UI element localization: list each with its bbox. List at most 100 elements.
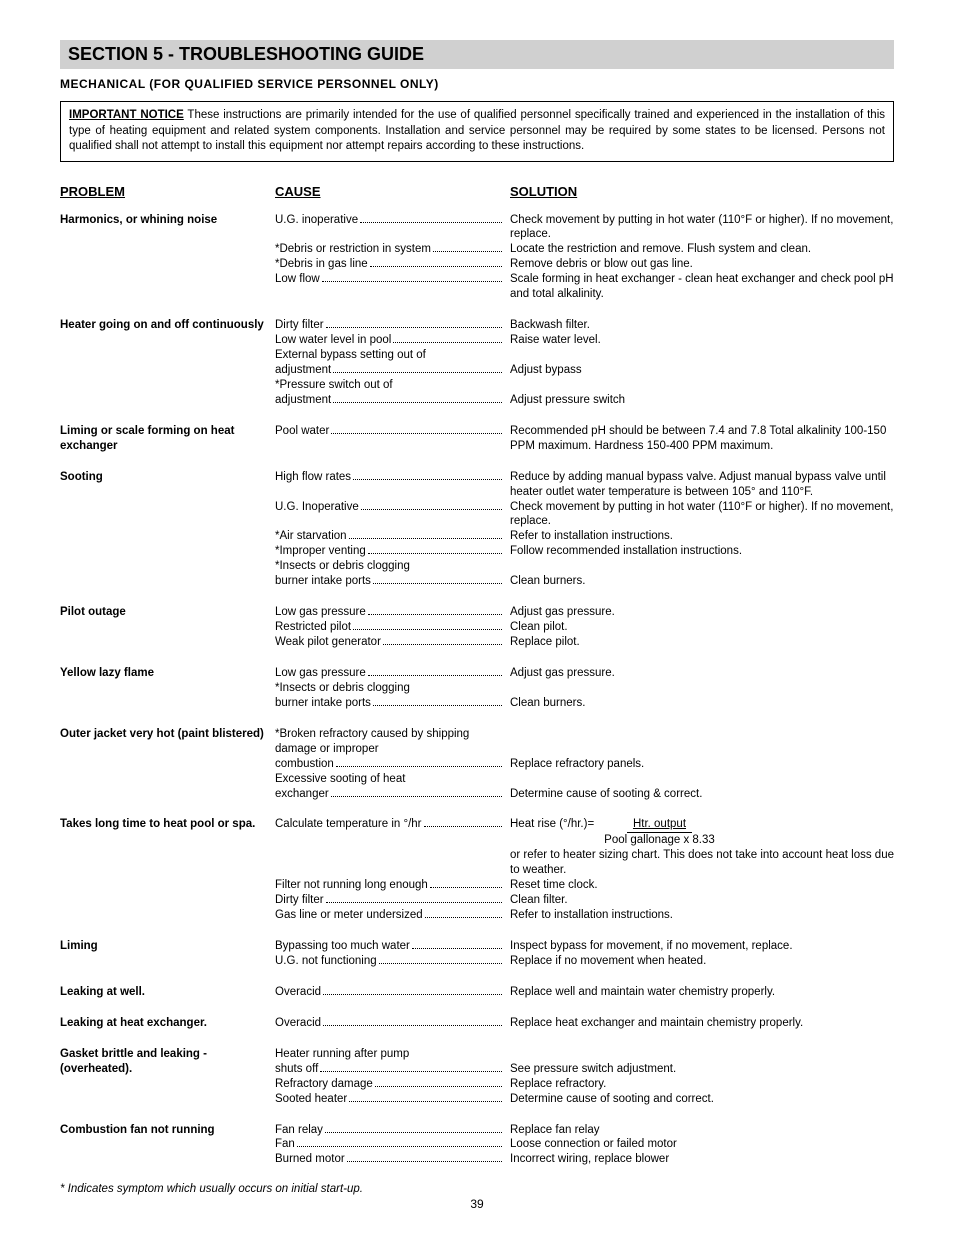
cause-solution-row: burner intake portsClean burners. xyxy=(275,696,894,711)
tg-block: SootingHigh flow ratesReduce by adding m… xyxy=(60,470,894,590)
cause-solution-row: U.G. InoperativeCheck movement by puttin… xyxy=(275,500,894,530)
cause-solution-row: *Air starvationRefer to installation ins… xyxy=(275,529,894,544)
cause-cell: Bypassing too much water xyxy=(275,939,510,954)
cause-solution-row: combustionReplace refractory panels. xyxy=(275,757,894,772)
tg-block: LimingBypassing too much waterInspect by… xyxy=(60,939,894,969)
cause-sol-wrap: Pool waterRecommended pH should be betwe… xyxy=(275,424,894,454)
solution-cell: Adjust gas pressure. xyxy=(510,605,894,620)
cause-solution-row: Bypassing too much waterInspect bypass f… xyxy=(275,939,894,954)
cause-cell: Weak pilot generator xyxy=(275,635,510,650)
solution-cell: Reduce by adding manual bypass valve. Ad… xyxy=(510,470,894,500)
problem-cell: Liming xyxy=(60,939,275,969)
cause-solution-row: Refractory damageReplace refractory. xyxy=(275,1077,894,1092)
cause-cell: Dirty filter xyxy=(275,318,510,333)
solution-cell: Refer to installation instructions. xyxy=(510,529,894,544)
solution-cell: Determine cause of sooting & correct. xyxy=(510,787,894,802)
cause-cell: U.G. inoperative xyxy=(275,213,510,243)
tg-block: Combustion fan not runningFan relayRepla… xyxy=(60,1123,894,1168)
problem-cell: Sooting xyxy=(60,470,275,590)
section-header: SECTION 5 - TROUBLESHOOTING GUIDE xyxy=(60,40,894,69)
cause-solution-row: Sooted heaterDetermine cause of sooting … xyxy=(275,1092,894,1107)
problem-cell: Takes long time to heat pool or spa. xyxy=(60,817,275,923)
cause-pretext: Excessive sooting of heat xyxy=(275,772,510,787)
cause-solution-row: adjustmentAdjust pressure switch xyxy=(275,393,894,408)
solution-cell: Determine cause of sooting and correct. xyxy=(510,1092,894,1107)
solution-cell: Replace if no movement when heated. xyxy=(510,954,894,969)
cause-cell: Restricted pilot xyxy=(275,620,510,635)
cause-solution-row: Fan relayReplace fan relay xyxy=(275,1123,894,1138)
cause-cell: Low flow xyxy=(275,272,510,302)
cause-pretext: *Insects or debris clogging xyxy=(275,559,510,574)
tg-block: Harmonics, or whining noiseU.G. inoperat… xyxy=(60,213,894,303)
cause-cell: Fan xyxy=(275,1137,510,1152)
cause-solution-row: OveracidReplace well and maintain water … xyxy=(275,985,894,1000)
problem-cell: Pilot outage xyxy=(60,605,275,650)
cause-cell: Overacid xyxy=(275,985,510,1000)
cause-cell: Overacid xyxy=(275,1016,510,1031)
solution-cell: Inspect bypass for movement, if no movem… xyxy=(510,939,894,954)
cause-cell: Filter not running long enough xyxy=(275,878,510,893)
cause-cell: *Improper venting xyxy=(275,544,510,559)
tg-block: Outer jacket very hot (paint blistered)*… xyxy=(60,727,894,802)
cause-solution-row: Calculate temperature in °/hrHeat rise (… xyxy=(275,817,894,878)
tg-block: Yellow lazy flameLow gas pressureAdjust … xyxy=(60,666,894,711)
cause-solution-row: Gas line or meter undersizedRefer to ins… xyxy=(275,908,894,923)
problem-cell: Liming or scale forming on heat exchange… xyxy=(60,424,275,454)
cause-solution-row: exchangerDetermine cause of sooting & co… xyxy=(275,787,894,802)
cause-sol-wrap: Dirty filterBackwash filter.Low water le… xyxy=(275,318,894,408)
solution-cell: Replace fan relay xyxy=(510,1123,894,1138)
tg-block: Leaking at heat exchanger.OveracidReplac… xyxy=(60,1016,894,1031)
cause-solution-row: FanLoose connection or failed motor xyxy=(275,1137,894,1152)
cause-solution-row: High flow ratesReduce by adding manual b… xyxy=(275,470,894,500)
notice-body: These instructions are primarily intende… xyxy=(69,109,885,152)
cause-sol-wrap: High flow ratesReduce by adding manual b… xyxy=(275,470,894,590)
problem-cell: Harmonics, or whining noise xyxy=(60,213,275,303)
cause-cell: burner intake ports xyxy=(275,696,510,711)
tg-block: Leaking at well.OveracidReplace well and… xyxy=(60,985,894,1000)
cause-solution-row: *Debris in gas lineRemove debris or blow… xyxy=(275,257,894,272)
problem-cell: Combustion fan not running xyxy=(60,1123,275,1168)
cause-solution-row: Dirty filterBackwash filter. xyxy=(275,318,894,333)
cause-solution-row: burner intake portsClean burners. xyxy=(275,574,894,589)
cause-solution-row: Pool waterRecommended pH should be betwe… xyxy=(275,424,894,454)
cause-cell: Sooted heater xyxy=(275,1092,510,1107)
cause-cell: Low gas pressure xyxy=(275,605,510,620)
cause-solution-row: Restricted pilotClean pilot. xyxy=(275,620,894,635)
cause-cell: Low water level in pool xyxy=(275,333,510,348)
solution-cell: Scale forming in heat exchanger - clean … xyxy=(510,272,894,302)
solution-cell: Clean burners. xyxy=(510,574,894,589)
cause-cell: *Debris or restriction in system xyxy=(275,242,510,257)
cause-solution-row: Low water level in poolRaise water level… xyxy=(275,333,894,348)
columns-header: PROBLEM CAUSE SOLUTION xyxy=(60,184,894,199)
col-header-solution: SOLUTION xyxy=(510,184,894,199)
col-header-problem: PROBLEM xyxy=(60,184,275,199)
cause-cell: adjustment xyxy=(275,393,510,408)
tg-block: Gasket brittle and leaking - (overheated… xyxy=(60,1047,894,1107)
page-number: 39 xyxy=(60,1197,894,1211)
cause-pretext: *Broken refractory caused by shipping da… xyxy=(275,727,510,757)
solution-cell: Replace refractory panels. xyxy=(510,757,894,772)
cause-sol-wrap: Heater running after pump shuts offSee p… xyxy=(275,1047,894,1107)
problem-cell: Outer jacket very hot (paint blistered) xyxy=(60,727,275,802)
problem-cell: Heater going on and off continuously xyxy=(60,318,275,408)
cause-cell: *Debris in gas line xyxy=(275,257,510,272)
cause-cell: combustion xyxy=(275,757,510,772)
solution-cell: Follow recommended installation instruct… xyxy=(510,544,894,559)
solution-cell: Backwash filter. xyxy=(510,318,894,333)
solution-cell: Adjust gas pressure. xyxy=(510,666,894,681)
cause-cell: U.G. Inoperative xyxy=(275,500,510,530)
solution-cell: Replace refractory. xyxy=(510,1077,894,1092)
cause-sol-wrap: Bypassing too much waterInspect bypass f… xyxy=(275,939,894,969)
cause-pretext: *Pressure switch out of xyxy=(275,378,510,393)
solution-cell: Replace heat exchanger and maintain chem… xyxy=(510,1016,894,1031)
cause-solution-row: Weak pilot generatorReplace pilot. xyxy=(275,635,894,650)
cause-sol-wrap: Fan relayReplace fan relayFanLoose conne… xyxy=(275,1123,894,1168)
cause-solution-row: Low flowScale forming in heat exchanger … xyxy=(275,272,894,302)
cause-cell: Low gas pressure xyxy=(275,666,510,681)
solution-cell: Replace well and maintain water chemistr… xyxy=(510,985,894,1000)
cause-sol-wrap: OveracidReplace heat exchanger and maint… xyxy=(275,1016,894,1031)
important-notice-box: IMPORTANT NOTICE These instructions are … xyxy=(60,101,894,162)
problem-cell: Leaking at well. xyxy=(60,985,275,1000)
solution-cell: Locate the restriction and remove. Flush… xyxy=(510,242,894,257)
cause-cell: Gas line or meter undersized xyxy=(275,908,510,923)
